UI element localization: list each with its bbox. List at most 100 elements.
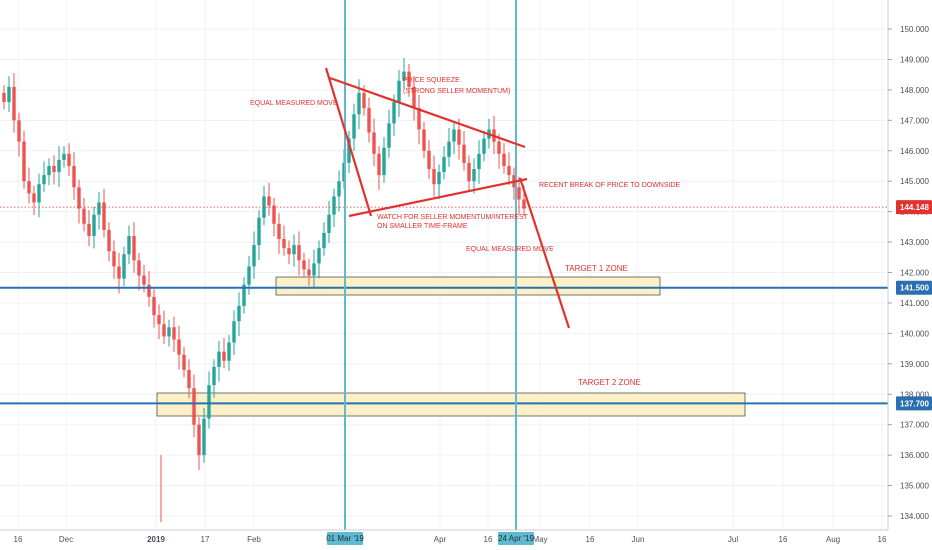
candle-body (477, 153, 481, 170)
candle-body (77, 187, 81, 209)
candle-body (62, 153, 66, 160)
candle-body (242, 284, 246, 306)
candle-body (197, 424, 201, 456)
candle-body (332, 196, 336, 215)
candle-body (467, 162, 471, 182)
candle-body (137, 260, 141, 276)
candle-body (27, 181, 31, 194)
time-tick-label: 16 (779, 535, 788, 544)
price-tick-label: 139.000 (900, 360, 929, 369)
candle-body (212, 366, 216, 386)
candle-body (52, 165, 56, 173)
candle-body (142, 275, 146, 285)
candle-body (327, 214, 331, 233)
candle-body (372, 132, 376, 154)
price-label-text: 144.148 (900, 203, 929, 212)
candle-body (7, 86, 11, 103)
candle-body (352, 114, 356, 139)
price-axis: 150.000 149.000 148.000 147.000 146.000 145.0… (887, 0, 932, 550)
candle-body (232, 321, 236, 343)
price-tick-label: 146.000 (900, 147, 929, 156)
price-label-box (896, 396, 932, 411)
date-marker-box (327, 532, 363, 545)
price-tick-label: 141.000 (900, 299, 929, 308)
candle-body (427, 150, 431, 170)
candle-body (132, 235, 136, 261)
time-tick-label: May (532, 535, 547, 544)
time-tick-label: Dec (59, 535, 73, 544)
time-tick-label: 2019 (147, 535, 165, 544)
candle-body (157, 315, 161, 325)
candle-body (167, 327, 171, 337)
candle-body (412, 86, 416, 109)
candle-body (112, 251, 116, 267)
chart-annotation: (STRONG SELLER MOMENTUM) (403, 88, 510, 95)
time-tick-label: 16 (484, 535, 493, 544)
candle-body (457, 129, 461, 145)
candle-body (67, 153, 71, 166)
candle-body (57, 159, 61, 173)
candle-body (402, 71, 406, 81)
price-tick-label: 150.000 (900, 25, 929, 34)
price-tick-label: 138.000 (900, 390, 929, 399)
candle-body (2, 92, 6, 103)
price-axis-background (888, 0, 932, 550)
candle-body (377, 153, 381, 176)
candle-body (322, 232, 326, 249)
price-tick-label: 142.000 (900, 269, 929, 278)
candle-body (522, 199, 526, 209)
candle-body (187, 369, 191, 389)
chart-annotation: RECENT BREAK OF PRICE TO DOWNSIDE (539, 182, 681, 189)
candle-body (407, 71, 411, 87)
candle-body (152, 296, 156, 316)
candle-body (177, 339, 181, 355)
candle-body (442, 156, 446, 173)
time-tick-label: 16 (586, 535, 595, 544)
candle-body (72, 165, 76, 188)
candle-body (147, 284, 151, 297)
candle-body (252, 245, 256, 267)
candle-body (217, 351, 221, 367)
candle-body (22, 141, 26, 182)
candle-body (507, 165, 511, 176)
candle-body (397, 80, 401, 103)
candle-body (417, 108, 421, 130)
price-tick-label: 145.000 (900, 177, 929, 186)
candle-body (117, 266, 121, 279)
time-tick-label: 17 (201, 535, 210, 544)
target-zone-1 (275, 276, 661, 296)
candle-body (127, 235, 131, 255)
candle-body (337, 181, 341, 197)
candle-body (207, 385, 211, 419)
candle-body (462, 144, 466, 163)
candle-body (357, 92, 361, 115)
candle-body (102, 202, 106, 230)
price-tick-label: 148.000 (900, 86, 929, 95)
candle-body (272, 205, 276, 224)
price-tick-label: 137.000 (900, 421, 929, 430)
trend-line (348, 177, 528, 218)
candle-body (277, 223, 281, 240)
candle-body (302, 260, 306, 270)
time-axis: 16 Dec 2019 17 Feb Apr 16 May 16 Jun Jul 16 Aug 16 01 … (0, 529, 888, 550)
price-label-box (896, 200, 932, 215)
candle-body (362, 92, 366, 109)
candle-body (292, 245, 296, 255)
candle-body (237, 305, 241, 322)
candle-body (452, 129, 456, 142)
candle-body (422, 129, 426, 151)
candle-body (122, 254, 126, 279)
time-tick-label: 16 (14, 535, 23, 544)
candle-body (192, 388, 196, 425)
candle-body (42, 175, 46, 185)
candle-body (222, 351, 226, 361)
price-tick-label: 149.000 (900, 55, 929, 64)
chart-annotation: PRICE SQUEEZE (403, 77, 460, 84)
price-tick-label: 134.000 (900, 512, 929, 521)
candle-body (87, 223, 91, 236)
time-tick-label: Feb (247, 535, 261, 544)
price-label-text: 137.700 (900, 399, 929, 408)
price-label-box (896, 280, 932, 295)
price-tick-label: 136.000 (900, 451, 929, 460)
